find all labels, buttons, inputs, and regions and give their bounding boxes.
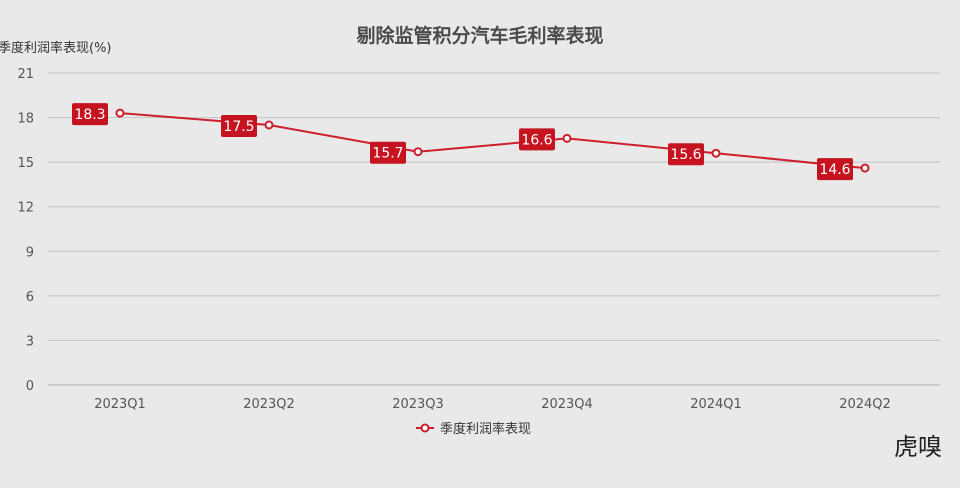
data-point[interactable] (562, 133, 572, 143)
data-point[interactable] (711, 148, 721, 158)
x-tick-label: 2024Q1 (690, 397, 742, 412)
y-tick-label: 18 (17, 112, 34, 127)
y-tick-label: 3 (26, 334, 34, 349)
legend-point-marker (420, 423, 430, 433)
y-axis-label: 季度利润率表现(%) (0, 40, 112, 56)
data-label: 15.7 (372, 146, 403, 162)
watermark-logo: 虎嗅 (894, 433, 942, 461)
x-axis-ticks: 2023Q1 2023Q2 2023Q3 2023Q4 2024Q1 2024Q2 (94, 397, 891, 412)
data-point[interactable] (115, 108, 125, 118)
y-tick-label: 21 (17, 67, 34, 82)
data-label-box (519, 128, 555, 151)
series-group: 18.3 17.5 15.7 16.6 15.6 14.6 (72, 103, 870, 181)
data-label: 15.6 (670, 147, 701, 163)
y-tick-label: 15 (17, 156, 34, 171)
data-label-box (370, 141, 406, 164)
data-label-box (72, 103, 108, 126)
chart-title: 剔除监管积分汽车毛利率表现 (355, 24, 603, 47)
data-label-box (221, 115, 257, 137)
legend[interactable]: 季度利润率表现 (416, 421, 531, 437)
data-point[interactable] (264, 120, 274, 130)
data-label-box (668, 143, 704, 166)
x-tick-label: 2023Q3 (392, 397, 444, 412)
y-axis-ticks: 0 3 6 9 12 15 18 21 (17, 67, 34, 394)
grid-lines (48, 72, 940, 386)
data-label: 17.5 (223, 119, 254, 135)
data-point[interactable] (860, 163, 870, 173)
x-tick-label: 2023Q1 (94, 397, 146, 412)
data-point[interactable] (413, 147, 423, 157)
legend-label: 季度利润率表现 (440, 421, 531, 437)
data-label: 14.6 (819, 162, 850, 178)
y-tick-label: 12 (17, 201, 34, 216)
x-tick-label: 2024Q2 (839, 397, 891, 412)
data-label: 16.6 (521, 132, 552, 148)
y-tick-label: 0 (26, 379, 34, 394)
y-tick-label: 6 (26, 290, 34, 305)
data-label-box (817, 158, 853, 181)
x-tick-label: 2023Q2 (243, 397, 295, 412)
y-tick-label: 9 (26, 245, 34, 260)
x-tick-label: 2023Q4 (541, 397, 593, 412)
data-label: 18.3 (74, 107, 105, 123)
